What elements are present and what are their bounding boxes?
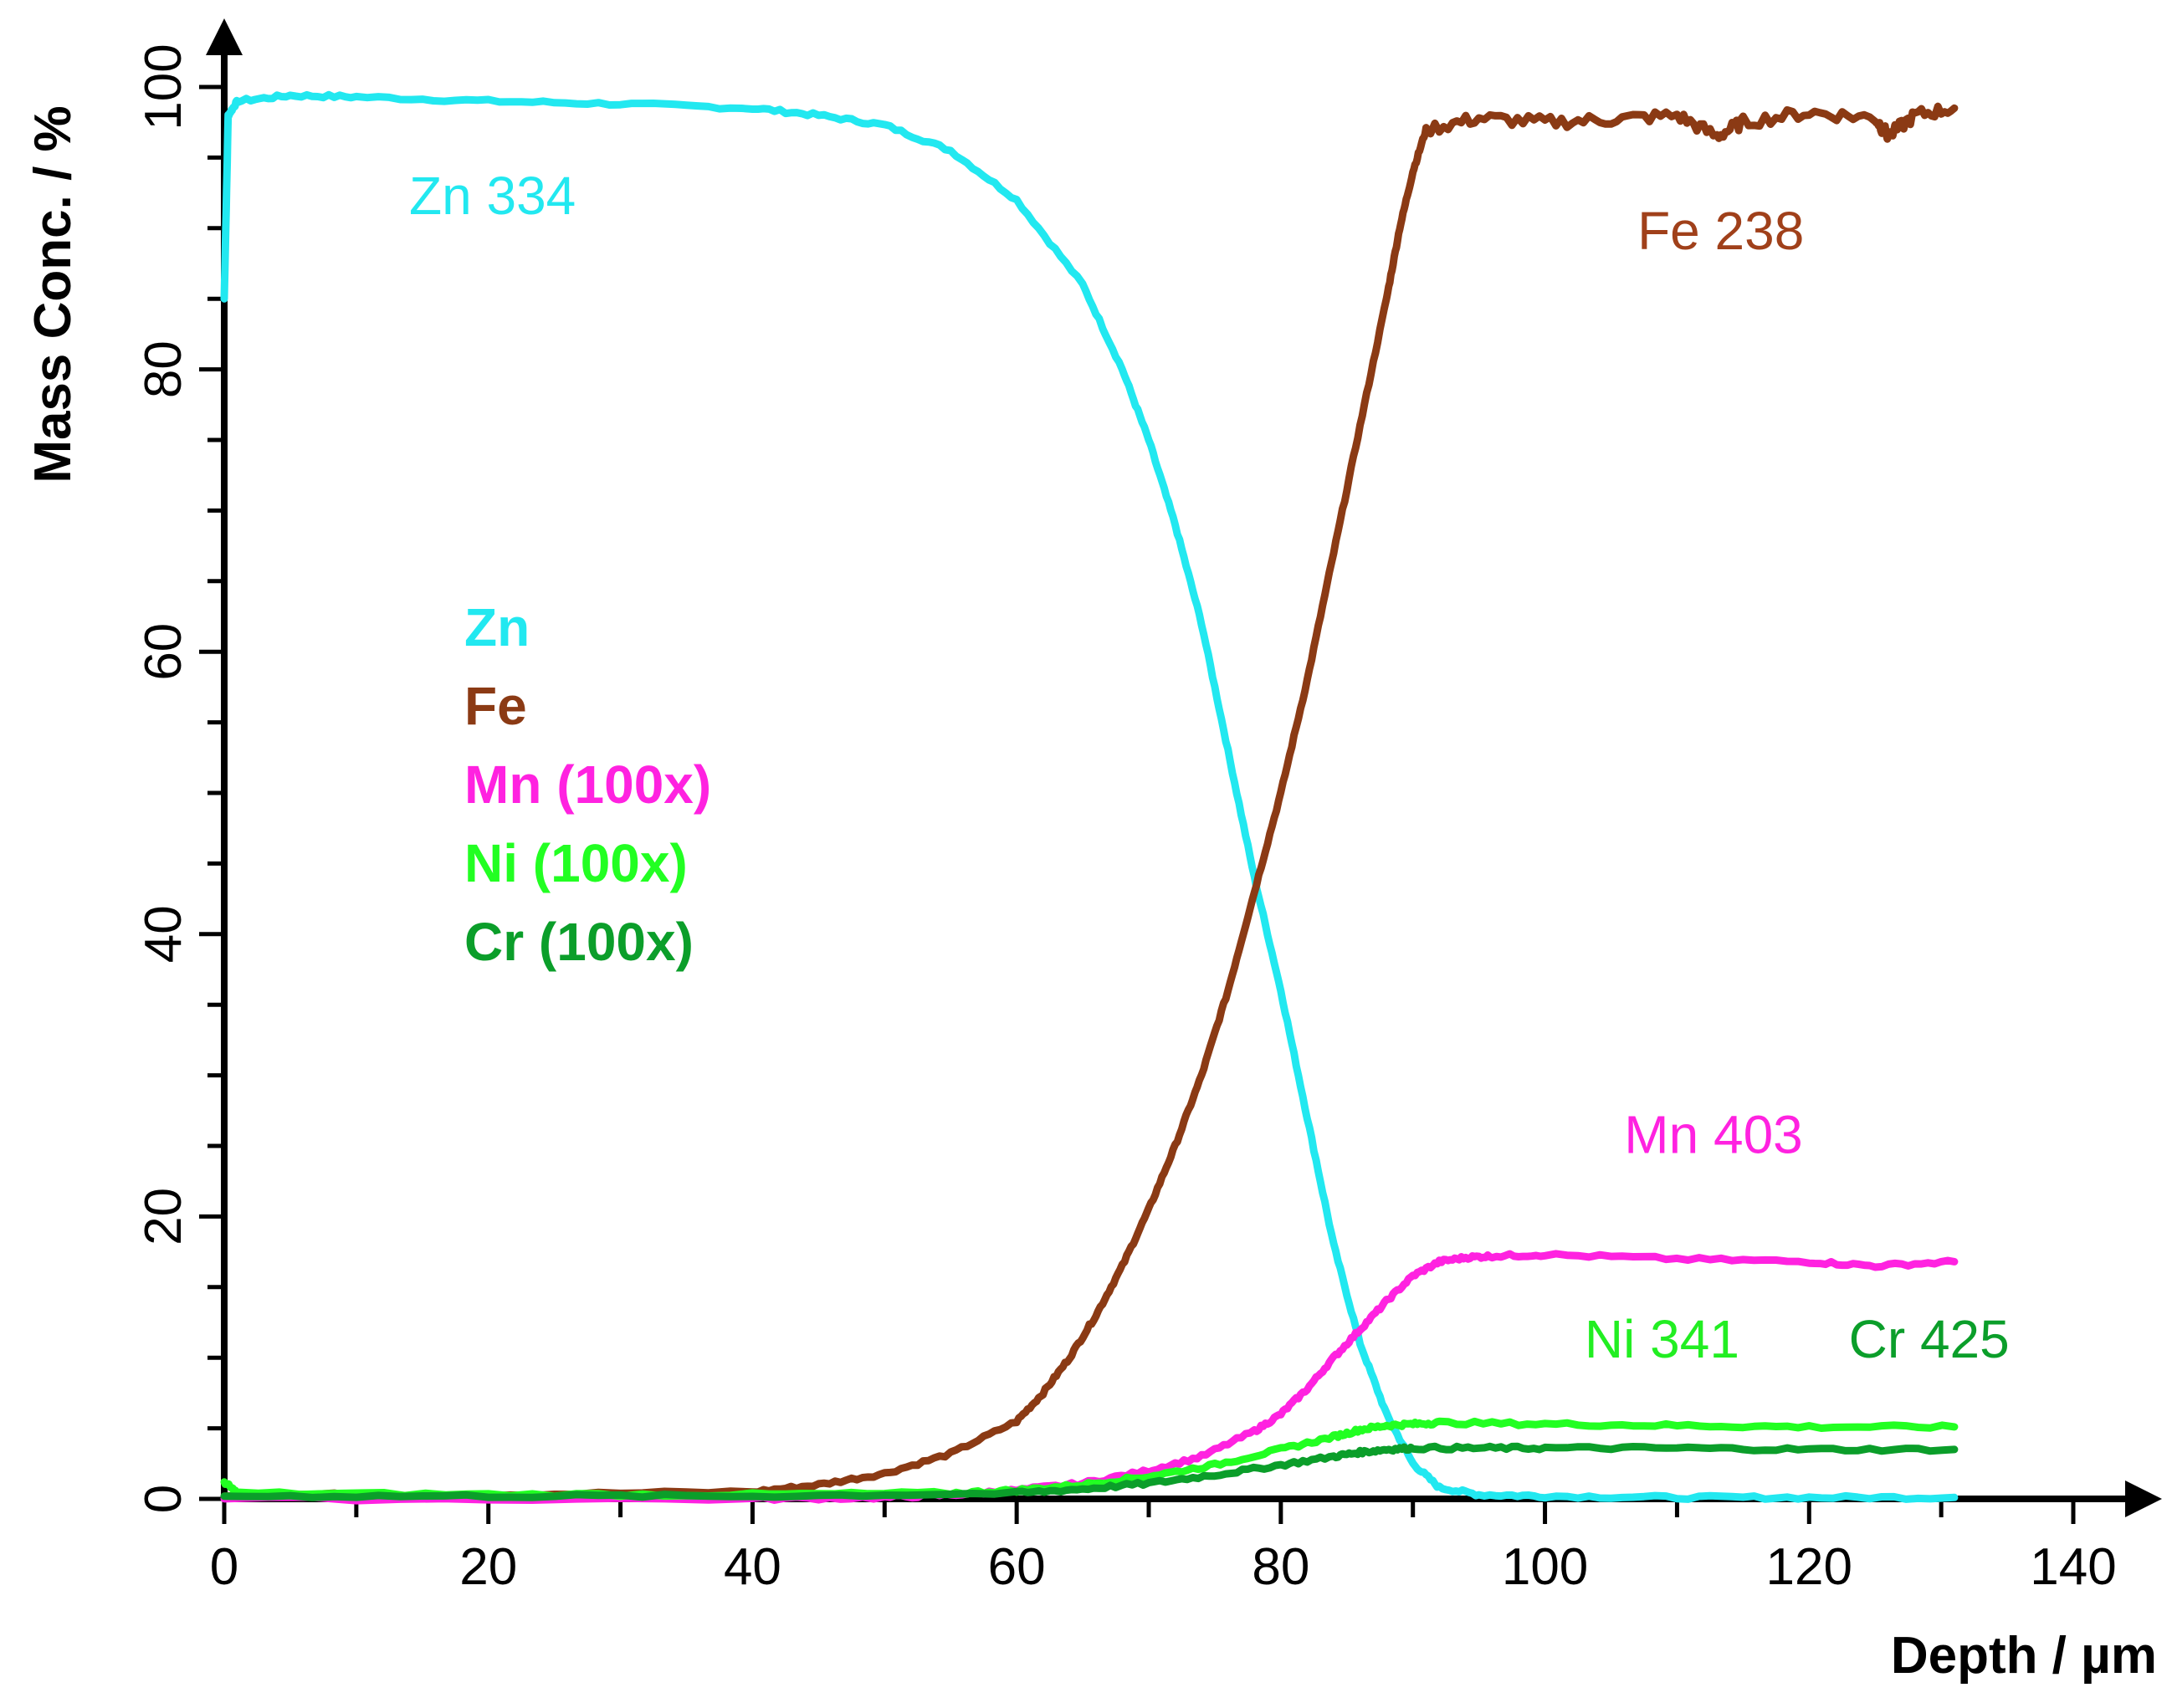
x-tick-label: 0 <box>210 1538 238 1596</box>
x-tick-label: 100 <box>1502 1538 1588 1596</box>
x-axis-arrow <box>2125 1480 2162 1517</box>
y-tick-label: 0 <box>135 1485 192 1513</box>
x-tick-label: 140 <box>2030 1538 2116 1596</box>
y-tick-label: 40 <box>135 905 192 963</box>
x-tick-label: 20 <box>459 1538 517 1596</box>
y-tick-label: 20 <box>135 1188 192 1245</box>
data-series <box>220 90 1959 1505</box>
x-tick-label: 60 <box>988 1538 1046 1596</box>
y-tick-label: 60 <box>135 623 192 681</box>
legend-entry: Mn (100x) <box>464 754 711 815</box>
legend-entry: Cr (100x) <box>464 912 694 972</box>
y-tick-label: 100 <box>135 43 192 130</box>
series-line-ni <box>220 1417 1959 1501</box>
curve-label: Fe 238 <box>1637 201 1804 261</box>
x-tick-label: 120 <box>1766 1538 1852 1596</box>
tick-marks: 0 20 40 60 80 100 120 140 0 20 40 60 80 100 <box>135 43 2117 1596</box>
series-line-fe <box>220 102 1959 1501</box>
series-line-mn <box>220 1250 1959 1505</box>
x-tick-label: 80 <box>1252 1538 1309 1596</box>
series-line-zn <box>220 90 1959 1503</box>
annotations: Zn 334 Fe 238 Mn 403 Ni 341 Cr 425 <box>409 166 2010 1369</box>
x-axis-label: Depth / µm <box>1891 1627 2157 1685</box>
legend-entry: Ni (100x) <box>464 833 688 893</box>
curve-label: Ni 341 <box>1585 1309 1739 1369</box>
y-axis-label: Mass Conc. / % <box>24 105 82 483</box>
legend-entry: Zn <box>464 597 530 657</box>
x-tick-label: 40 <box>724 1538 781 1596</box>
series-line-cr <box>220 1442 1959 1501</box>
legend-entry: Fe <box>464 676 527 736</box>
y-tick-label: 80 <box>135 340 192 398</box>
y-axis-arrow <box>206 18 243 55</box>
curve-label: Zn 334 <box>409 166 576 226</box>
legend: Zn Fe Mn (100x) Ni (100x) Cr (100x) <box>464 597 711 972</box>
curve-label: Cr 425 <box>1849 1309 2010 1369</box>
curve-label: Mn 403 <box>1624 1104 1802 1164</box>
